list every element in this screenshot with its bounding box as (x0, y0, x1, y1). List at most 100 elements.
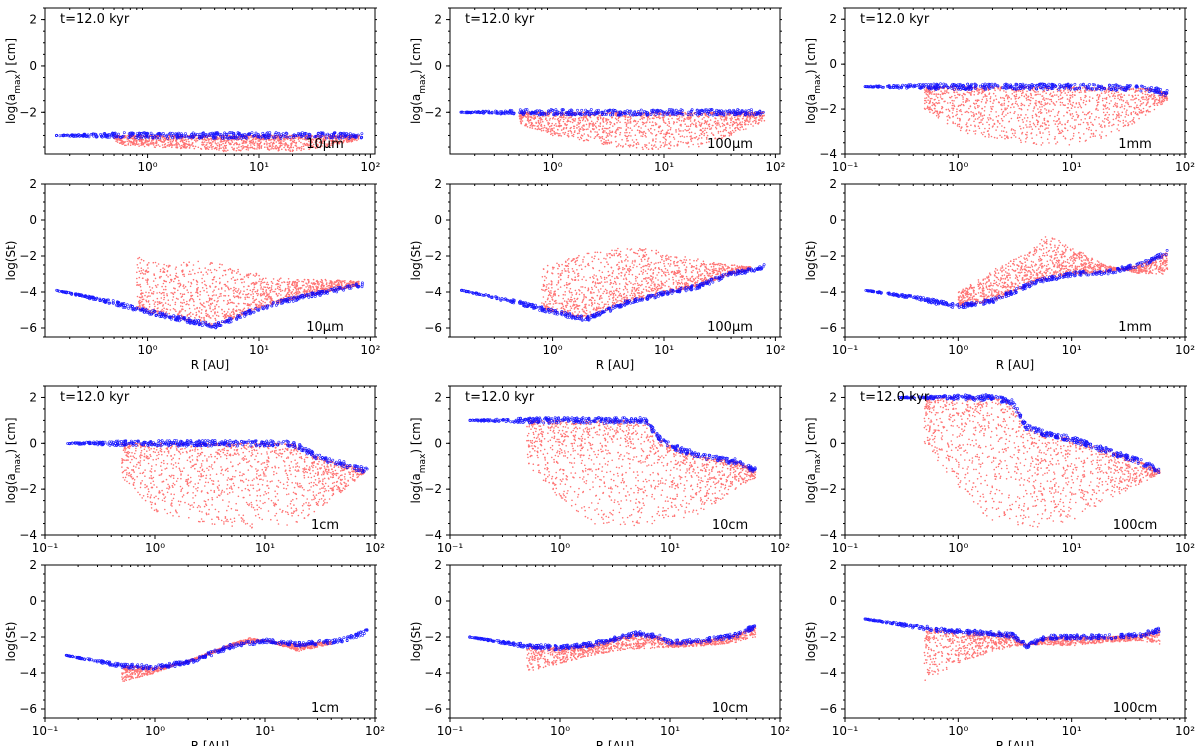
blue-point (746, 112, 750, 115)
red-point (578, 132, 580, 134)
red-point (579, 136, 582, 139)
blue-point (521, 109, 525, 113)
red-point (602, 117, 605, 119)
red-point (1032, 122, 1035, 125)
red-point (1108, 113, 1110, 116)
red-point (233, 139, 235, 141)
red-point (216, 147, 218, 149)
red-point (1064, 104, 1066, 106)
red-point (694, 119, 696, 121)
red-point (266, 142, 268, 144)
blue-point (646, 111, 650, 115)
red-point (1127, 122, 1129, 124)
red-point (252, 138, 255, 140)
blue-point (303, 132, 307, 136)
red-point (968, 107, 970, 110)
red-point (587, 128, 589, 130)
red-point (680, 130, 682, 132)
blue-point (299, 132, 303, 136)
red-point (593, 137, 596, 140)
red-point (599, 116, 602, 119)
red-point (1000, 108, 1003, 111)
red-point (710, 128, 712, 130)
red-point (684, 123, 686, 125)
red-point (639, 130, 641, 133)
red-point (949, 102, 952, 104)
blue-point (261, 131, 265, 135)
blue-point (587, 113, 591, 117)
red-point (704, 112, 706, 115)
red-point (225, 144, 228, 147)
red-point (1027, 96, 1029, 98)
red-point (553, 130, 555, 133)
red-point (551, 132, 553, 135)
red-point (141, 141, 143, 143)
red-point (600, 136, 602, 138)
red-point (1032, 89, 1035, 92)
red-point (328, 142, 331, 145)
red-point (989, 117, 991, 119)
red-point (991, 108, 993, 110)
red-point (715, 117, 717, 120)
red-point (1014, 111, 1016, 113)
red-point (547, 128, 549, 131)
red-point (565, 117, 567, 119)
blue-point (300, 134, 304, 138)
red-point (185, 142, 187, 145)
red-point (1025, 137, 1027, 140)
red-point (1052, 91, 1055, 93)
red-point (965, 97, 968, 100)
red-point (733, 121, 735, 123)
red-point (331, 144, 334, 147)
red-point (593, 124, 595, 126)
red-point (708, 141, 710, 143)
red-point (643, 122, 645, 124)
blue-point (103, 131, 107, 135)
red-point (207, 148, 210, 150)
red-point (290, 143, 292, 146)
red-point (619, 144, 622, 147)
red-point (1075, 119, 1077, 121)
red-point (340, 138, 343, 141)
red-point (664, 135, 667, 138)
red-point (292, 146, 295, 149)
red-point (625, 135, 627, 138)
red-point (659, 125, 662, 127)
red-point (533, 118, 535, 120)
red-point (542, 129, 545, 132)
red-point (1084, 94, 1087, 97)
red-point (285, 143, 287, 146)
red-point (312, 146, 315, 148)
blue-point (641, 111, 644, 115)
red-point (305, 135, 307, 137)
red-point (579, 127, 581, 130)
red-point (757, 119, 760, 121)
blue-point (219, 133, 223, 136)
red-point (562, 120, 565, 123)
red-point (1110, 130, 1113, 133)
red-point (178, 143, 180, 146)
red-point (527, 113, 530, 116)
red-point (210, 137, 213, 140)
red-point (619, 133, 621, 136)
blue-point (226, 136, 230, 140)
red-point (1071, 126, 1074, 129)
red-point (196, 139, 199, 142)
red-point (195, 137, 197, 140)
red-point (934, 110, 937, 112)
red-point (700, 137, 703, 139)
red-point (551, 129, 554, 132)
blue-point (304, 132, 308, 136)
red-point (1031, 88, 1034, 91)
red-point (633, 125, 636, 127)
red-point (1001, 104, 1003, 107)
red-point (664, 144, 666, 147)
red-point (279, 141, 282, 144)
series-red-points (518, 111, 766, 150)
red-point (725, 117, 728, 120)
red-point (328, 144, 331, 146)
red-point (558, 122, 561, 125)
red-point (1005, 114, 1007, 116)
red-point (218, 143, 221, 146)
